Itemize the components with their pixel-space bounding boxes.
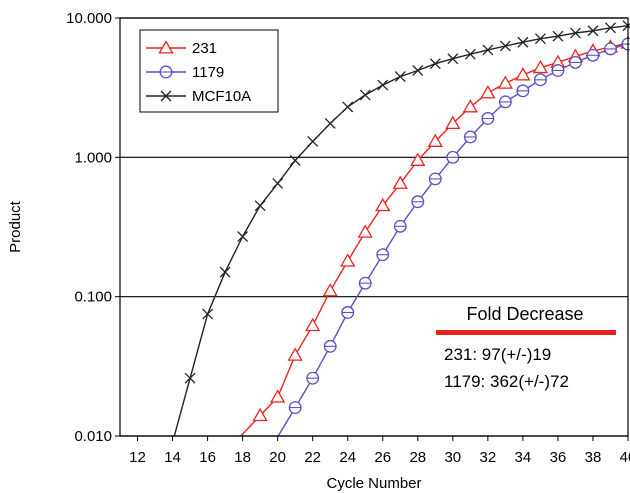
x-marker-b (447, 53, 459, 65)
legend-label: 231 (192, 40, 217, 57)
triangle-marker (158, 40, 174, 54)
x-marker-b (160, 90, 172, 102)
x-tick-label: 36 (550, 449, 567, 466)
x-marker-b (552, 30, 564, 42)
x-marker-b (219, 266, 231, 278)
x-marker-b (289, 154, 301, 166)
y-tick-label: 0.100 (74, 289, 112, 306)
x-tick-label: 24 (339, 449, 356, 466)
x-tick-label: 30 (444, 449, 461, 466)
x-axis-ticks: 12 14 16 18 20 22 24 26 28 30 32 34 36 38 40 (129, 436, 630, 466)
triangle-marker (252, 407, 268, 422)
triangle-marker (305, 317, 321, 332)
x-marker-b (202, 308, 214, 320)
x-tick-label: 20 (269, 449, 286, 466)
x-marker-b (605, 22, 616, 34)
x-tick-label: 14 (164, 449, 181, 466)
x-tick-label: 22 (304, 449, 321, 466)
triangle-marker (497, 75, 513, 89)
x-tick-label: 38 (585, 449, 602, 466)
triangle-marker (340, 253, 356, 267)
x-tick-label: 12 (129, 449, 146, 466)
x-tick-label: 18 (234, 449, 251, 466)
fold-decrease-underline (436, 330, 616, 335)
x-tick-label: 40 (620, 449, 630, 466)
x-marker-b (254, 200, 266, 212)
x-marker-b (272, 177, 284, 189)
triangle-marker (532, 59, 549, 74)
x-marker-b (342, 101, 354, 113)
y-tick-label: 0.010 (74, 428, 112, 445)
triangle-marker (270, 389, 286, 403)
legend-entry-MCF10A: MCF10A (146, 88, 251, 105)
triangle-marker (427, 133, 443, 147)
x-marker-b (464, 48, 476, 60)
x-tick-label: 26 (374, 449, 391, 466)
y-tick-label: 1.000 (74, 149, 112, 166)
x-marker-b (569, 27, 581, 39)
triangle-marker (287, 347, 303, 361)
legend-label: MCF10A (192, 88, 251, 105)
x-marker-b (359, 89, 371, 101)
x-marker-b (324, 118, 336, 129)
triangle-marker (322, 283, 338, 297)
triangle-marker (515, 67, 531, 81)
legend-label: 1179 (192, 64, 224, 81)
fold-decrease-line-1179: 1179: 362(+/-)72 (444, 372, 569, 391)
triangle-marker (392, 175, 408, 189)
triangle-marker (357, 224, 373, 238)
y-tick-label: 10.000 (66, 10, 112, 27)
series-markers-1179 (288, 37, 630, 415)
triangle-marker (375, 197, 391, 212)
x-marker-b (377, 79, 389, 91)
x-tick-label: 34 (515, 449, 532, 466)
triangle-marker (480, 85, 496, 99)
x-axis-title: Cycle Number (326, 475, 421, 492)
x-marker-b (499, 40, 511, 52)
y-axis-title: Product (7, 200, 24, 253)
series-line-231 (240, 42, 628, 436)
series-markers-231 (252, 35, 630, 422)
x-marker-b (184, 372, 196, 384)
x-marker-b (412, 65, 424, 76)
x-marker-b (429, 58, 441, 70)
series-markers-MCF10A (184, 20, 630, 384)
legend-entry-1179: 1179 (146, 64, 224, 81)
x-tick-label: 16 (199, 449, 216, 466)
x-marker-b (482, 44, 494, 56)
fold-decrease-line-231: 231: 97(+/-)19 (444, 345, 551, 364)
x-marker-b (517, 36, 529, 48)
x-marker-b (587, 25, 599, 37)
plot-area-frame (119, 17, 629, 437)
legend-entry-231: 231 (146, 40, 217, 57)
x-marker-b (307, 135, 319, 147)
x-tick-label: 28 (409, 449, 426, 466)
markers (184, 20, 630, 422)
fold-decrease-annotation: Fold Decrease 231: 97(+/-)19 1179: 362(+… (436, 304, 616, 391)
x-marker-b (394, 71, 406, 83)
triangle-marker (462, 99, 478, 113)
y-axis-ticks: 0.010 0.100 1.000 10.000 (66, 10, 120, 445)
triangle-marker (445, 115, 461, 129)
triangle-marker (410, 152, 426, 166)
fold-decrease-title: Fold Decrease (466, 304, 583, 324)
legend: 231 1179 MCF10A (139, 29, 279, 113)
x-tick-label: 32 (480, 449, 497, 466)
x-marker-b (237, 231, 249, 243)
x-marker-b (534, 33, 546, 45)
